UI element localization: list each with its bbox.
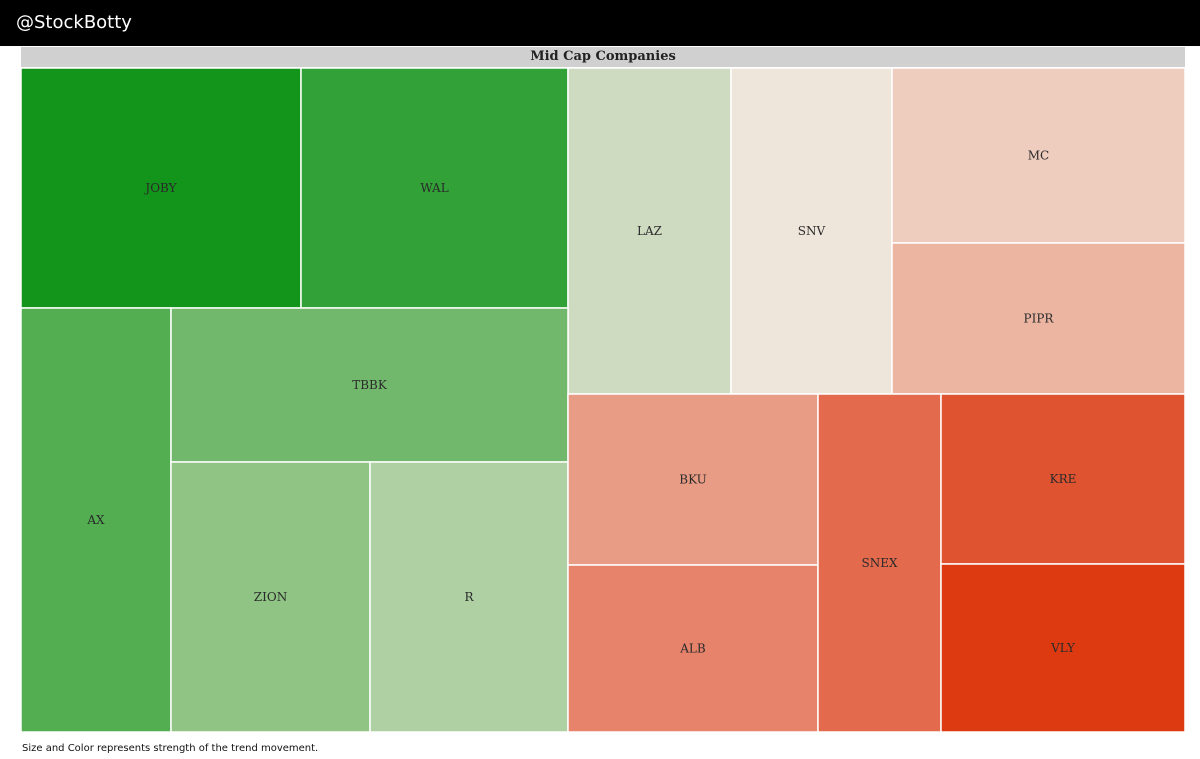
tile-alb <box>567 564 819 733</box>
tile-pipr <box>891 242 1186 395</box>
tile-label-kre: KRE <box>1050 472 1077 486</box>
chart-title: Mid Cap Companies <box>21 47 1185 67</box>
tile-label-mc: MC <box>1028 149 1049 163</box>
tile-label-joby: JOBY <box>143 181 177 195</box>
tile-laz <box>567 67 732 395</box>
app-header: @StockBotty <box>0 0 1200 46</box>
tile-label-pipr: PIPR <box>1024 312 1055 326</box>
tile-label-wal: WAL <box>420 181 448 195</box>
tile-label-snex: SNEX <box>861 556 897 570</box>
tile-vly <box>940 563 1186 733</box>
footnote: Size and Color represents strength of th… <box>22 743 319 754</box>
tile-label-laz: LAZ <box>637 224 662 238</box>
tile-bku <box>567 393 819 566</box>
tile-label-ax: AX <box>86 513 105 527</box>
tile-zion <box>170 461 371 733</box>
tile-mc <box>891 67 1186 244</box>
tile-ax <box>20 307 172 733</box>
tile-kre <box>940 393 1186 565</box>
tile-label-r: R <box>464 590 474 604</box>
tile-label-bku: BKU <box>679 473 706 487</box>
tile-snex <box>817 393 942 733</box>
tile-label-vly: VLY <box>1050 641 1076 655</box>
tile-label-tbbk: TBBK <box>352 378 388 392</box>
tile-label-alb: ALB <box>679 642 706 656</box>
tile-tbbk <box>170 307 569 463</box>
tile-label-snv: SNV <box>798 224 826 238</box>
handle-label: @StockBotty <box>16 12 132 33</box>
tile-wal <box>300 67 569 309</box>
tile-label-zion: ZION <box>254 590 287 604</box>
tile-joby <box>20 67 302 309</box>
